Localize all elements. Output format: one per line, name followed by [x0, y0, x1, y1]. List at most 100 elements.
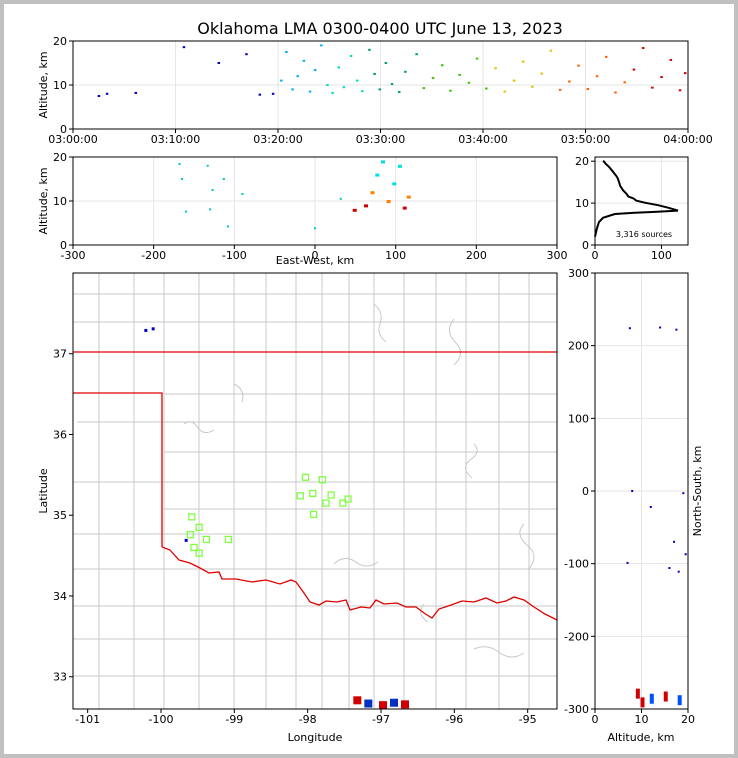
time-source-point — [390, 83, 394, 86]
chart-title: Oklahoma LMA 0300-0400 UTC June 13, 2023 — [197, 19, 563, 38]
lma-station-marker — [327, 491, 335, 499]
time-source-point — [342, 86, 346, 89]
time-source-point — [271, 92, 275, 95]
lma-station-marker — [224, 535, 233, 544]
northsouth-source-point — [640, 697, 645, 708]
time-source-point — [503, 90, 507, 93]
eastwest-axis-tick-label: -100 — [222, 249, 247, 262]
northsouth-source-point — [626, 561, 629, 564]
eastwest-source-point — [402, 206, 407, 210]
time-source-point — [605, 55, 608, 58]
time-source-point — [182, 46, 186, 49]
time-source-point — [97, 95, 101, 97]
northsouth-source-point — [677, 695, 682, 706]
lma-station-marker — [322, 499, 330, 507]
longitude-axis-tick-label: -99 — [225, 713, 243, 726]
northsouth-axis-tick-label: -200 — [564, 630, 589, 643]
eastwest-source-point — [339, 197, 342, 200]
source-count-annotation: 3,316 sources — [616, 230, 672, 239]
eastwest-axis-tick-label: 100 — [385, 249, 406, 262]
time-source-point — [245, 53, 248, 56]
eastwest-source-point — [180, 178, 183, 180]
altitude-histogram-axes — [594, 156, 689, 246]
time-source-point — [568, 80, 571, 83]
eastwest-xlabel: East-West, km — [276, 254, 354, 267]
time-source-point — [586, 87, 590, 90]
time-source-point — [558, 88, 562, 91]
time-source-point — [494, 67, 497, 70]
altitude-time-axis-tick-label: 20 — [53, 35, 67, 48]
lma-station-marker — [195, 549, 203, 557]
eastwest-axis-tick-label: 0 — [312, 249, 319, 262]
figure-frame: Oklahoma LMA 0300-0400 UTC June 13, 2023… — [4, 4, 734, 754]
time-source-point — [349, 54, 353, 57]
time-source-point — [308, 90, 312, 93]
time-source-point — [368, 48, 371, 51]
histogram-count-axis-tick-label: 0 — [592, 249, 599, 262]
map-source-point — [151, 327, 155, 331]
time-source-point — [326, 84, 329, 86]
time-axis-tick-label: 03:20:00 — [253, 133, 302, 146]
latitude-axis-tick-label: 36 — [53, 428, 67, 441]
county-boundaries — [73, 273, 557, 709]
lma-station-marker — [186, 530, 194, 539]
lma-stations — [186, 473, 352, 557]
time-source-point — [467, 81, 471, 84]
longitude-axis-tick-label: -100 — [149, 713, 174, 726]
state-border — [73, 351, 557, 621]
eastwest-source-point — [178, 163, 181, 166]
northsouth-source-point — [675, 328, 678, 331]
longitude-axis-tick-label: -95 — [519, 713, 537, 726]
northsouth-source-point — [673, 540, 676, 543]
time-source-point — [651, 86, 654, 89]
latitude-axis-tick-label: 34 — [53, 590, 67, 603]
time-source-point — [531, 85, 534, 88]
eastwest-source-point — [226, 225, 229, 228]
time-source-point — [632, 68, 636, 71]
time-source-point — [320, 44, 323, 47]
northsouth-source-point — [682, 492, 685, 495]
time-source-point — [373, 73, 376, 75]
eastwest-source-point — [406, 195, 411, 199]
lma-figure: Oklahoma LMA 0300-0400 UTC June 13, 2023… — [37, 19, 713, 744]
lma-station-marker — [318, 476, 326, 484]
plan-view-map-panel: -101 -100 -99 -98 -97 -96 -95 33 34 35 36 37 Longi… — [37, 272, 558, 744]
eastwest-source-point — [211, 189, 214, 191]
ns-altitude-axis-tick-label: 20 — [681, 713, 695, 726]
lma-station-marker — [301, 473, 310, 481]
altitude-time-ylabel: Altitude, km — [37, 51, 50, 118]
time-source-point — [258, 93, 262, 96]
northsouth-source-point — [668, 567, 671, 570]
lma-station-marker — [202, 535, 211, 544]
lma-station-marker — [190, 543, 198, 552]
northsouth-source-point — [635, 688, 640, 699]
northsouth-source-point — [684, 553, 687, 556]
lma-station-marker — [188, 513, 196, 521]
latitude-axis-tick-label: 37 — [53, 348, 67, 361]
eastwest-axis-tick-label: -300 — [61, 249, 86, 262]
time-axis-tick-label: 03:50:00 — [561, 133, 610, 146]
altitude-eastwest-axis-tick-label: 10 — [53, 195, 67, 208]
lma-station-marker — [339, 499, 347, 507]
time-source-point — [302, 59, 306, 62]
time-source-point — [331, 91, 334, 94]
longitude-axis-tick-label: -97 — [372, 713, 390, 726]
time-axis-tick-label: 03:40:00 — [458, 133, 507, 146]
time-source-point — [485, 87, 488, 90]
time-axis-tick-label: 03:10:00 — [151, 133, 200, 146]
altitude-histogram-panel: 3,316 sources 0 100 0 10 20 — [575, 155, 689, 262]
time-source-point — [512, 79, 516, 82]
time-source-point — [623, 81, 626, 84]
time-source-point — [660, 76, 663, 79]
time-source-point — [595, 75, 599, 78]
time-source-point — [449, 89, 452, 92]
altitude-xlabel: Altitude, km — [607, 731, 674, 744]
time-source-point — [134, 91, 138, 94]
time-source-point — [404, 70, 407, 73]
northsouth-source-point — [649, 693, 654, 704]
eastwest-axis-tick-label: -200 — [141, 249, 166, 262]
time-source-point — [540, 72, 543, 75]
eastwest-source-point — [380, 160, 385, 164]
longitude-axis-tick-label: -96 — [445, 713, 463, 726]
ns-altitude-axis-tick-label: 10 — [635, 713, 649, 726]
